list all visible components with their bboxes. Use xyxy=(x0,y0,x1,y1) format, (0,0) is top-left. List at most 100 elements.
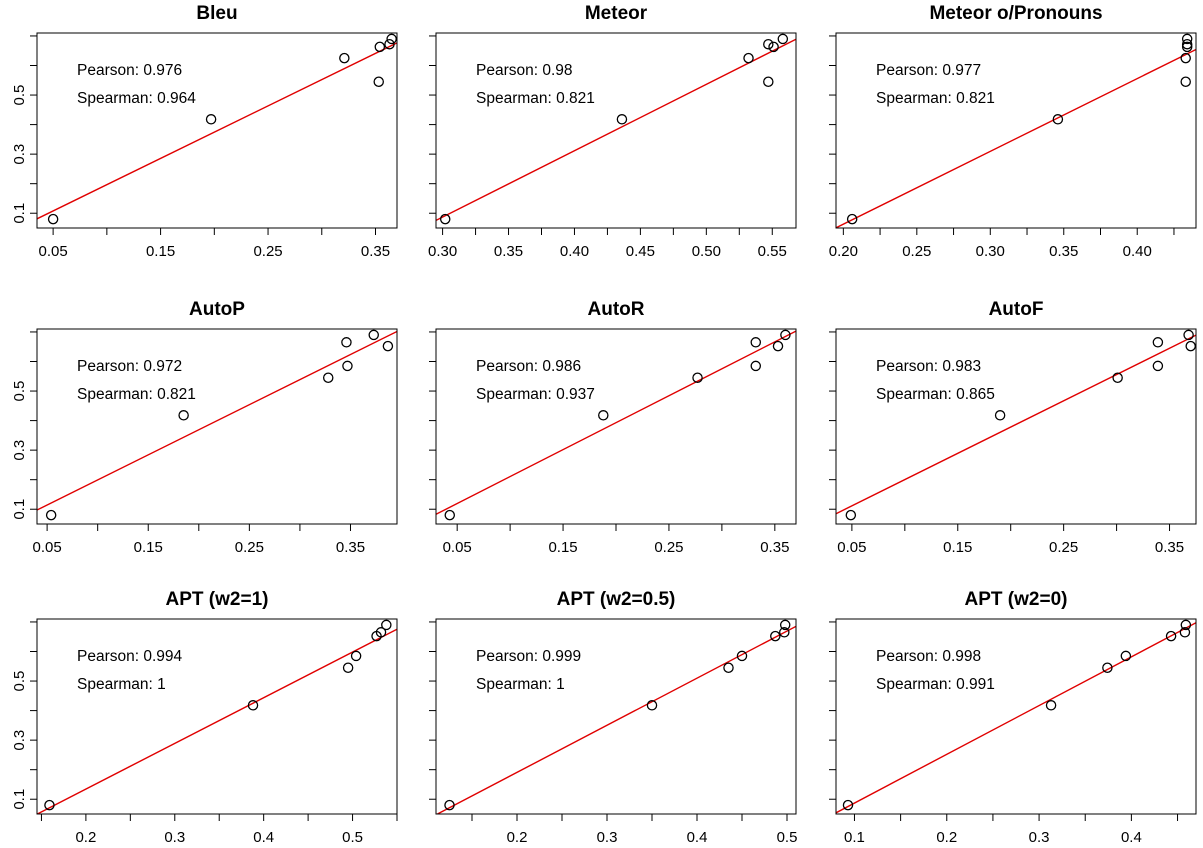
data-point xyxy=(342,360,353,372)
x-tick-label: 0.35 xyxy=(1155,539,1184,556)
data-point xyxy=(247,700,259,711)
data-point xyxy=(777,33,789,45)
data-point xyxy=(772,340,784,352)
pearson-annotation: Pearson: 0.986 xyxy=(476,358,581,375)
x-tick-label: 0.25 xyxy=(902,243,931,260)
x-tick-label: 0.05 xyxy=(39,243,68,260)
pearson-annotation: Pearson: 0.999 xyxy=(476,648,581,665)
x-tick-label: 0.30 xyxy=(428,243,457,260)
regression-line xyxy=(436,38,796,222)
data-point xyxy=(1152,337,1164,348)
data-point xyxy=(770,630,781,642)
data-point xyxy=(386,33,397,45)
x-tick-label: 0.15 xyxy=(548,539,577,556)
plot-frame xyxy=(835,618,1197,815)
data-point xyxy=(750,337,762,348)
x-tick-label: 0.1 xyxy=(844,829,865,846)
panel-1: Meteor 0.30 0.35 0.40 0.45 0.50 0.55 Pearson: 0… xyxy=(428,3,797,260)
x-tick-label: 0.4 xyxy=(687,829,708,846)
y-tick-label: 0.1 xyxy=(11,499,28,520)
pearson-annotation: Pearson: 0.998 xyxy=(876,648,981,665)
x-tick-label: 0.3 xyxy=(164,829,185,846)
x-tick-label: 0.2 xyxy=(507,829,528,846)
y-tick-label: 0.3 xyxy=(11,440,28,461)
panel-7: APT (w2=0.5) 0.2 0.3 0.4 0.5 Pearson: 0.999 Sp… xyxy=(429,589,797,846)
data-point xyxy=(373,76,384,88)
data-point xyxy=(1180,619,1192,631)
panel-title: APT (w2=1) xyxy=(166,589,269,610)
x-tick-label: 0.05 xyxy=(443,539,472,556)
data-point xyxy=(1181,41,1193,53)
x-tick-label: 0.5 xyxy=(342,829,363,846)
y-tick-label: 0.1 xyxy=(11,203,28,224)
data-point xyxy=(842,799,854,811)
data-point xyxy=(1052,114,1064,125)
x-tick-label: 0.35 xyxy=(1049,243,1078,260)
spearman-annotation: Spearman: 0.937 xyxy=(476,386,595,403)
x-tick-label: 0.25 xyxy=(235,539,264,556)
data-point xyxy=(1102,662,1113,674)
panel-4: AutoR 0.05 0.15 0.25 0.35 Pearson: 0.986 Spear… xyxy=(429,299,797,556)
data-point xyxy=(368,329,379,341)
data-point xyxy=(845,509,857,521)
panel-title: APT (w2=0) xyxy=(965,589,1068,610)
regression-line xyxy=(836,48,1196,228)
data-point xyxy=(339,52,350,64)
panel-title: Bleu xyxy=(196,3,237,24)
panel-title: AutoP xyxy=(189,299,245,320)
y-tick-label: 0.1 xyxy=(11,789,28,810)
x-tick-label: 0.45 xyxy=(626,243,655,260)
y-tick-label: 0.5 xyxy=(11,381,28,402)
spearman-annotation: Spearman: 0.865 xyxy=(876,386,995,403)
data-point xyxy=(779,627,790,638)
data-point xyxy=(178,410,189,421)
data-point xyxy=(384,38,395,50)
panel-0: Bleu 0.05 0.15 0.25 0.35 0.1 0.3 0.5 Pearson: 0.… xyxy=(11,3,398,260)
data-point xyxy=(322,372,334,383)
pearson-annotation: Pearson: 0.972 xyxy=(77,358,182,375)
plot-frame xyxy=(36,32,398,229)
data-point xyxy=(1181,38,1193,50)
data-point xyxy=(350,650,362,662)
data-point xyxy=(736,650,748,662)
data-point xyxy=(616,114,628,125)
x-tick-label: 0.40 xyxy=(560,243,589,260)
panel-8: APT (w2=0) 0.1 0.2 0.3 0.4 Pearson: 0.998 Spea… xyxy=(829,589,1197,846)
data-point xyxy=(763,38,774,50)
plot-frame xyxy=(435,618,797,815)
x-tick-label: 0.25 xyxy=(253,243,282,260)
data-point xyxy=(750,360,762,372)
x-tick-label: 0.20 xyxy=(829,243,858,260)
plot-frame xyxy=(835,32,1197,229)
plot-frame xyxy=(36,328,398,525)
pearson-annotation: Pearson: 0.976 xyxy=(77,62,182,79)
y-tick-label: 0.3 xyxy=(11,730,28,751)
data-point xyxy=(1185,340,1196,352)
panel-title: AutoR xyxy=(588,299,645,320)
x-tick-label: 0.4 xyxy=(253,829,274,846)
data-point xyxy=(439,213,451,225)
data-point xyxy=(47,213,59,225)
panel-title: APT (w2=0.5) xyxy=(557,589,676,610)
data-point xyxy=(444,509,456,521)
data-point xyxy=(1180,52,1191,64)
data-point xyxy=(342,662,354,674)
panel-2: Meteor o/Pronouns 0.20 0.25 0.30 0.35 0.40 Pea… xyxy=(829,3,1197,260)
data-point xyxy=(692,372,703,383)
data-point xyxy=(598,410,609,421)
data-point xyxy=(374,41,386,53)
regression-line xyxy=(437,625,796,814)
spearman-annotation: Spearman: 1 xyxy=(77,676,166,693)
pearson-annotation: Pearson: 0.98 xyxy=(476,62,573,79)
panel-5: AutoF 0.05 0.15 0.25 0.35 Pearson: 0.983 Spear… xyxy=(829,299,1197,556)
data-point xyxy=(381,619,392,631)
data-point xyxy=(994,410,1006,421)
x-tick-label: 0.35 xyxy=(494,243,523,260)
x-tick-label: 0.4 xyxy=(1121,829,1142,846)
x-tick-label: 0.05 xyxy=(837,539,866,556)
data-point xyxy=(341,337,352,348)
x-tick-label: 0.50 xyxy=(692,243,721,260)
data-point xyxy=(1120,650,1132,662)
data-point xyxy=(1180,76,1191,88)
